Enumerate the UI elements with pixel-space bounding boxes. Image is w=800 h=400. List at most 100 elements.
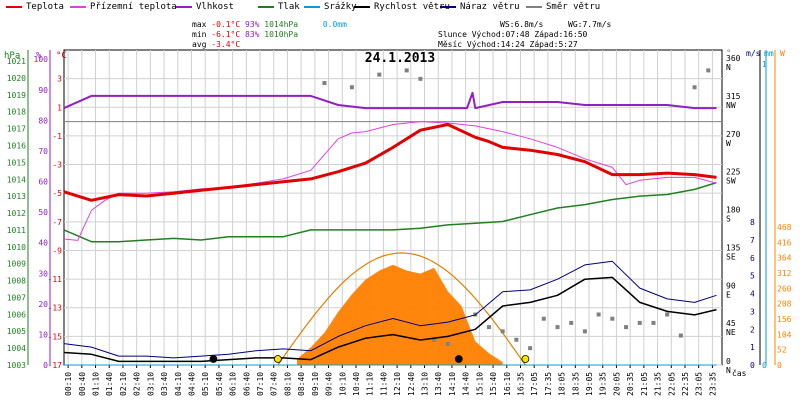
stats-max-temp: -0.1°C xyxy=(211,20,241,29)
legend-swatch xyxy=(176,5,192,8)
sun-label: Slunce xyxy=(438,30,467,39)
legend-item: Teplota xyxy=(6,1,64,13)
legend-swatch xyxy=(304,5,320,8)
stats-max-pres: 1014hPa xyxy=(264,20,299,29)
wind-speed-line xyxy=(63,276,717,363)
x-tick-label: 07:40 xyxy=(270,372,279,396)
wind-dir-point xyxy=(432,337,437,342)
wind-dir-axis-label: ° xyxy=(726,49,731,59)
legend-label: Vlhkost xyxy=(196,2,234,12)
pressure-tick-label: 1021 xyxy=(7,57,26,66)
wind-speed-tick-label: 0 xyxy=(750,361,755,370)
solar-tick-label: 468 xyxy=(777,223,792,232)
moonrise-marker xyxy=(454,355,463,363)
x-tick-label: 17:05 xyxy=(530,372,539,396)
legend-item: Tlak xyxy=(258,1,300,13)
x-tick-label: 23:05 xyxy=(695,372,704,396)
humidity-tick-label: 10 xyxy=(38,330,48,339)
x-tick-label: 09:10 xyxy=(311,372,320,396)
legend-swatch xyxy=(440,5,456,8)
x-tick-label: 05:10 xyxy=(201,372,210,396)
wind-gust-line xyxy=(63,260,717,359)
legend-swatch xyxy=(526,5,542,8)
rain-tick-label: 0 xyxy=(762,361,767,370)
humidity-tick-label: 50 xyxy=(38,208,48,217)
solar-tick-label: 208 xyxy=(777,300,792,309)
pressure-tick-label: 1012 xyxy=(7,209,26,218)
humidity-tick-label: 20 xyxy=(38,300,48,309)
x-tick-label: 22:35 xyxy=(681,372,690,396)
pressure-tick-label: 1013 xyxy=(7,192,26,201)
legend-label: Tlak xyxy=(278,2,300,12)
wind-dir-point xyxy=(555,325,560,330)
wind-dir-point xyxy=(541,316,546,321)
legend-item: Přízemní teplota xyxy=(70,1,177,13)
x-tick-label: 19:35 xyxy=(599,372,608,396)
humidity-line xyxy=(63,91,717,110)
wind-dir-point xyxy=(692,85,697,90)
x-tick-label: 04:10 xyxy=(174,372,183,396)
sunset-marker xyxy=(521,355,530,363)
x-tick-label: 08:10 xyxy=(283,372,292,396)
legend-label: Teplota xyxy=(26,2,64,12)
pressure-tick-label: 1016 xyxy=(7,141,26,150)
humidity-tick-label: 100 xyxy=(34,55,49,64)
wind-dir-point xyxy=(665,312,670,317)
wind-dir-tick-label: 270 xyxy=(726,130,741,139)
x-tick-label: 06:10 xyxy=(229,372,238,396)
temperature-tick-label: -17 xyxy=(48,361,63,370)
x-tick-label: 09:40 xyxy=(325,372,334,396)
x-tick-label: 15:40 xyxy=(489,372,498,396)
wind-speed-tick-label: 3 xyxy=(750,307,755,316)
x-tick-label: 20:35 xyxy=(626,372,635,396)
stats-max-hum: 93% xyxy=(245,20,260,29)
solar-theoretical-curve xyxy=(277,252,526,366)
moonset-time: Západ:5:27 xyxy=(529,40,578,49)
rain-tick-label: 1 xyxy=(762,60,767,69)
humidity-tick-label: 90 xyxy=(38,86,48,95)
solar-tick-label: 416 xyxy=(777,238,792,247)
wind-dir-point xyxy=(610,316,615,321)
x-tick-label: 07:10 xyxy=(256,372,265,396)
wind-dir-tick-label: 0 xyxy=(726,357,731,366)
legend-label: Rychlost větru xyxy=(374,2,450,12)
wind-dir-point xyxy=(528,346,533,351)
x-tick-label: 18:35 xyxy=(571,372,580,396)
wind-dir-compass-label: W xyxy=(726,139,731,148)
x-tick-label: 14:40 xyxy=(462,372,471,396)
legend-label: Náraz větru xyxy=(460,2,520,12)
pressure-line xyxy=(63,181,717,243)
stats-min: min -6.1°C 83% 1010hPa xyxy=(192,30,298,40)
temperature-tick-label: -1 xyxy=(52,132,62,141)
pressure-tick-label: 1011 xyxy=(7,226,26,235)
pressure-axis-label: hPa xyxy=(4,51,20,61)
solar-tick-label: 52 xyxy=(777,346,787,355)
wind-dir-compass-label: NW xyxy=(726,101,736,110)
wind-dir-tick-label: 45 xyxy=(726,319,736,328)
legend-swatch xyxy=(354,5,370,8)
solar-area xyxy=(297,264,503,365)
x-tick-label: 17:35 xyxy=(544,372,553,396)
wind-dir-compass-label: N xyxy=(726,63,731,72)
pressure-tick-label: 1009 xyxy=(7,260,26,269)
wind-dir-compass-label: SE xyxy=(726,252,736,261)
solar-tick-label: 364 xyxy=(777,254,792,263)
wind-dir-point xyxy=(514,337,519,342)
stats-min-hum: 83% xyxy=(245,30,260,39)
legend-label: Směr větru xyxy=(546,2,601,12)
wind-dir-tick-label: 315 xyxy=(726,92,741,101)
legend-label: Srážky xyxy=(324,2,357,12)
humidity-tick-label: 30 xyxy=(38,269,48,278)
humidity-axis-label: % xyxy=(36,51,42,61)
solar-tick-label: 0 xyxy=(777,361,782,370)
moon-label: Měsíc xyxy=(438,40,463,49)
pressure-tick-label: 1020 xyxy=(7,74,26,83)
x-tick-label: 20:05 xyxy=(612,372,621,396)
temperature-tick-label: -9 xyxy=(52,246,62,255)
legend-item: Náraz větru xyxy=(440,1,520,13)
moonrise-time: Východ:14:24 xyxy=(466,40,525,49)
rain-axis-label: mm xyxy=(764,49,774,58)
x-tick-label: 02:10 xyxy=(119,372,128,396)
wind-dir-point xyxy=(706,68,711,73)
chart-title: 24.1.2013 xyxy=(365,51,435,66)
